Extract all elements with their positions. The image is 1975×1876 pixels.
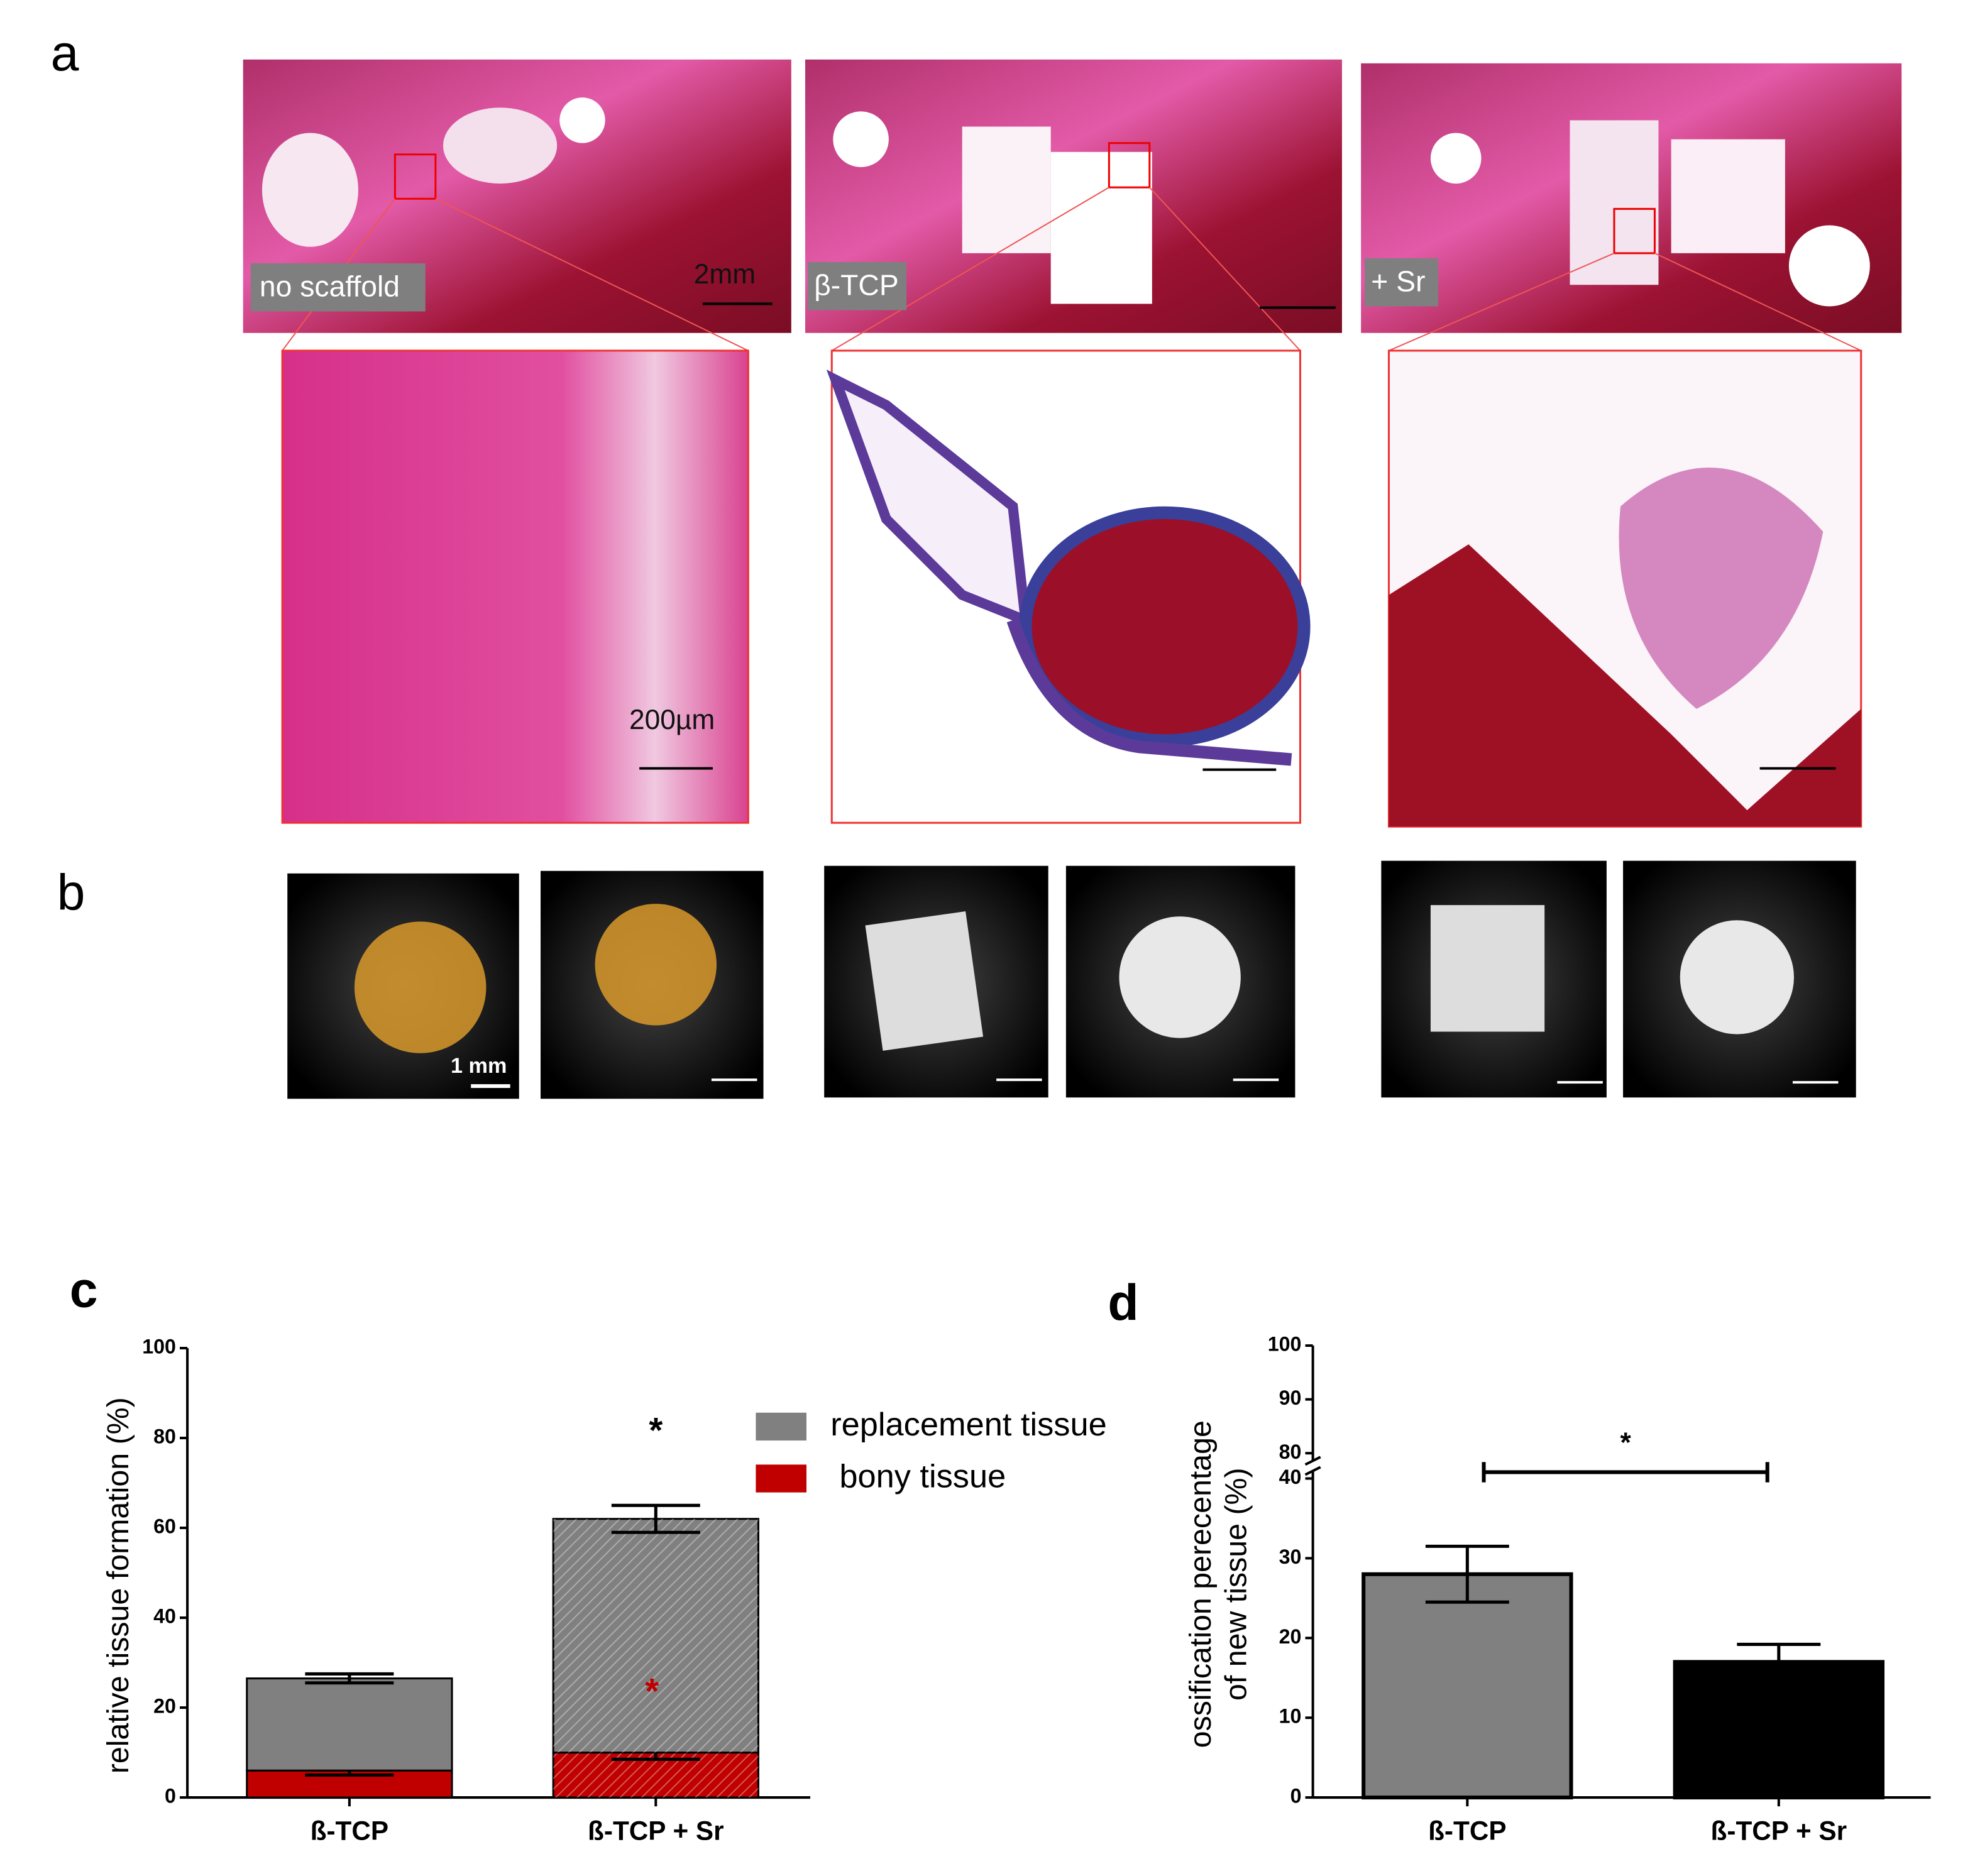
legend-swatch bbox=[756, 1412, 806, 1441]
bar bbox=[1362, 1572, 1573, 1800]
image-caption: β-TCP bbox=[814, 268, 899, 301]
legend-label: bony tissue bbox=[839, 1458, 1006, 1495]
scale-label: 1 mm bbox=[451, 1054, 507, 1078]
caption-box bbox=[807, 261, 907, 310]
y-tick-label: 80 bbox=[153, 1425, 176, 1448]
caption-box bbox=[1365, 258, 1439, 307]
scale-label: 2mm bbox=[694, 259, 756, 290]
bar-segment bbox=[246, 1677, 453, 1772]
image-caption: + Sr bbox=[1371, 265, 1425, 297]
y-tick-label: 10 bbox=[1279, 1705, 1302, 1728]
y-tick-label: 100 bbox=[1268, 1333, 1302, 1356]
x-tick-label: ß-TCP bbox=[311, 1816, 388, 1846]
y-axis-label: relative tissue formation (%) bbox=[101, 1397, 135, 1774]
y-tick-label: 100 bbox=[142, 1336, 176, 1358]
legend-label: replacement tissue bbox=[830, 1407, 1106, 1443]
y-tick-label: 20 bbox=[153, 1695, 176, 1718]
image-detail bbox=[1619, 468, 1824, 709]
y-axis-label: of new tissue (%) bbox=[1219, 1467, 1253, 1701]
annotation: * bbox=[645, 1671, 659, 1711]
image-detail bbox=[1389, 544, 1861, 827]
y-tick-label: 20 bbox=[1279, 1625, 1302, 1648]
image-detail bbox=[1430, 133, 1482, 184]
y-tick-label: 0 bbox=[165, 1785, 176, 1807]
zoom-box bbox=[393, 153, 437, 200]
axis-break bbox=[1304, 1466, 1321, 1476]
image-caption: no scaffold bbox=[260, 270, 400, 302]
image-detail bbox=[1570, 120, 1659, 285]
axis-break bbox=[1304, 1456, 1321, 1466]
image-detail bbox=[1119, 916, 1241, 1038]
panel-label: c bbox=[70, 1262, 98, 1319]
image-detail bbox=[443, 107, 558, 184]
bar bbox=[1673, 1660, 1884, 1800]
image-detail bbox=[1671, 139, 1785, 253]
caption-box bbox=[250, 263, 426, 312]
image-detail bbox=[1430, 905, 1545, 1032]
image-detail bbox=[1680, 920, 1794, 1034]
image-detail bbox=[962, 126, 1051, 253]
y-tick-label: 30 bbox=[1279, 1545, 1302, 1568]
y-tick-label: 40 bbox=[153, 1605, 176, 1628]
y-tick-label: 40 bbox=[1279, 1466, 1302, 1488]
y-tick-label: 0 bbox=[1290, 1785, 1302, 1807]
significance-label: * bbox=[1620, 1427, 1631, 1458]
image-detail bbox=[261, 133, 358, 247]
image-detail bbox=[833, 111, 889, 167]
image-detail bbox=[865, 911, 984, 1051]
panel-label: d bbox=[1108, 1275, 1138, 1331]
bar-hatch bbox=[553, 1518, 759, 1753]
y-axis-label: ossification perecentage bbox=[1184, 1420, 1218, 1748]
roi-overlay bbox=[354, 921, 487, 1053]
y-tick-label: 90 bbox=[1279, 1386, 1302, 1409]
x-tick-label: ß-TCP bbox=[1428, 1816, 1506, 1846]
x-tick-label: ß-TCP + Sr bbox=[1711, 1816, 1847, 1846]
image-detail bbox=[1788, 225, 1870, 307]
annotation: * bbox=[649, 1410, 663, 1450]
y-tick-label: 80 bbox=[1279, 1440, 1302, 1463]
zoom-image bbox=[281, 349, 749, 824]
image-detail bbox=[559, 97, 605, 143]
image-detail bbox=[1050, 151, 1152, 304]
image-detail bbox=[1019, 506, 1311, 747]
zoom-box bbox=[1613, 207, 1656, 255]
zoom-box bbox=[1108, 142, 1151, 189]
x-tick-label: ß-TCP + Sr bbox=[588, 1816, 724, 1846]
legend-swatch bbox=[756, 1464, 806, 1493]
y-tick-label: 60 bbox=[153, 1515, 176, 1538]
panel-label: b bbox=[57, 864, 85, 921]
roi-overlay bbox=[595, 904, 717, 1026]
image-detail bbox=[1006, 618, 1292, 766]
panel-label: a bbox=[51, 25, 79, 82]
scale-label: 200µm bbox=[629, 705, 715, 735]
